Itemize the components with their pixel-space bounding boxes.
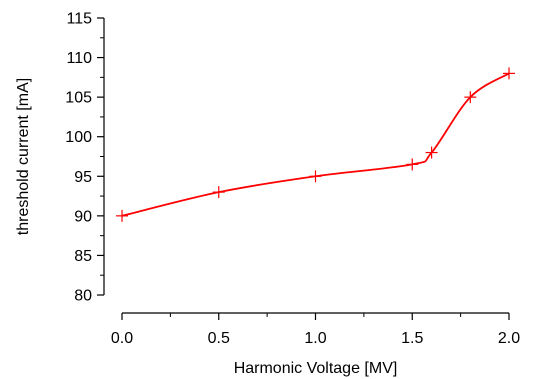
x-tick-label: 2.0 [498, 330, 520, 347]
data-point-marker [116, 209, 128, 222]
y-tick-label: 80 [74, 288, 92, 305]
series-area [116, 67, 515, 222]
x-tick-label: 1.0 [304, 330, 326, 347]
x-tick-label: 1.5 [401, 330, 423, 347]
y-tick-label: 110 [66, 50, 92, 67]
y-tick-label: 105 [65, 90, 92, 107]
x-tick-label: 0.0 [111, 330, 133, 347]
data-point-marker [503, 67, 515, 80]
y-tick-label: 115 [66, 11, 92, 28]
data-point-marker [309, 170, 322, 183]
x-axis-label: Harmonic Voltage [MV] [234, 360, 398, 377]
y-axis: 80 85 90 95 100 105 110 115 [65, 11, 105, 305]
data-point-marker [425, 146, 438, 159]
data-point-marker [464, 91, 477, 104]
data-point-marker [406, 158, 419, 171]
x-tick-label: 0.5 [208, 330, 230, 347]
y-tick-label: 85 [74, 248, 92, 265]
data-point-marker [212, 186, 225, 199]
x-axis: 0.0 0.5 1.0 1.5 2.0 [111, 312, 520, 347]
y-tick-label: 90 [74, 208, 92, 225]
y-tick-label: 100 [65, 129, 92, 146]
series-line [121, 72, 510, 217]
y-tick-label: 95 [74, 169, 92, 186]
y-axis-label: threshold current [mA] [15, 78, 32, 235]
